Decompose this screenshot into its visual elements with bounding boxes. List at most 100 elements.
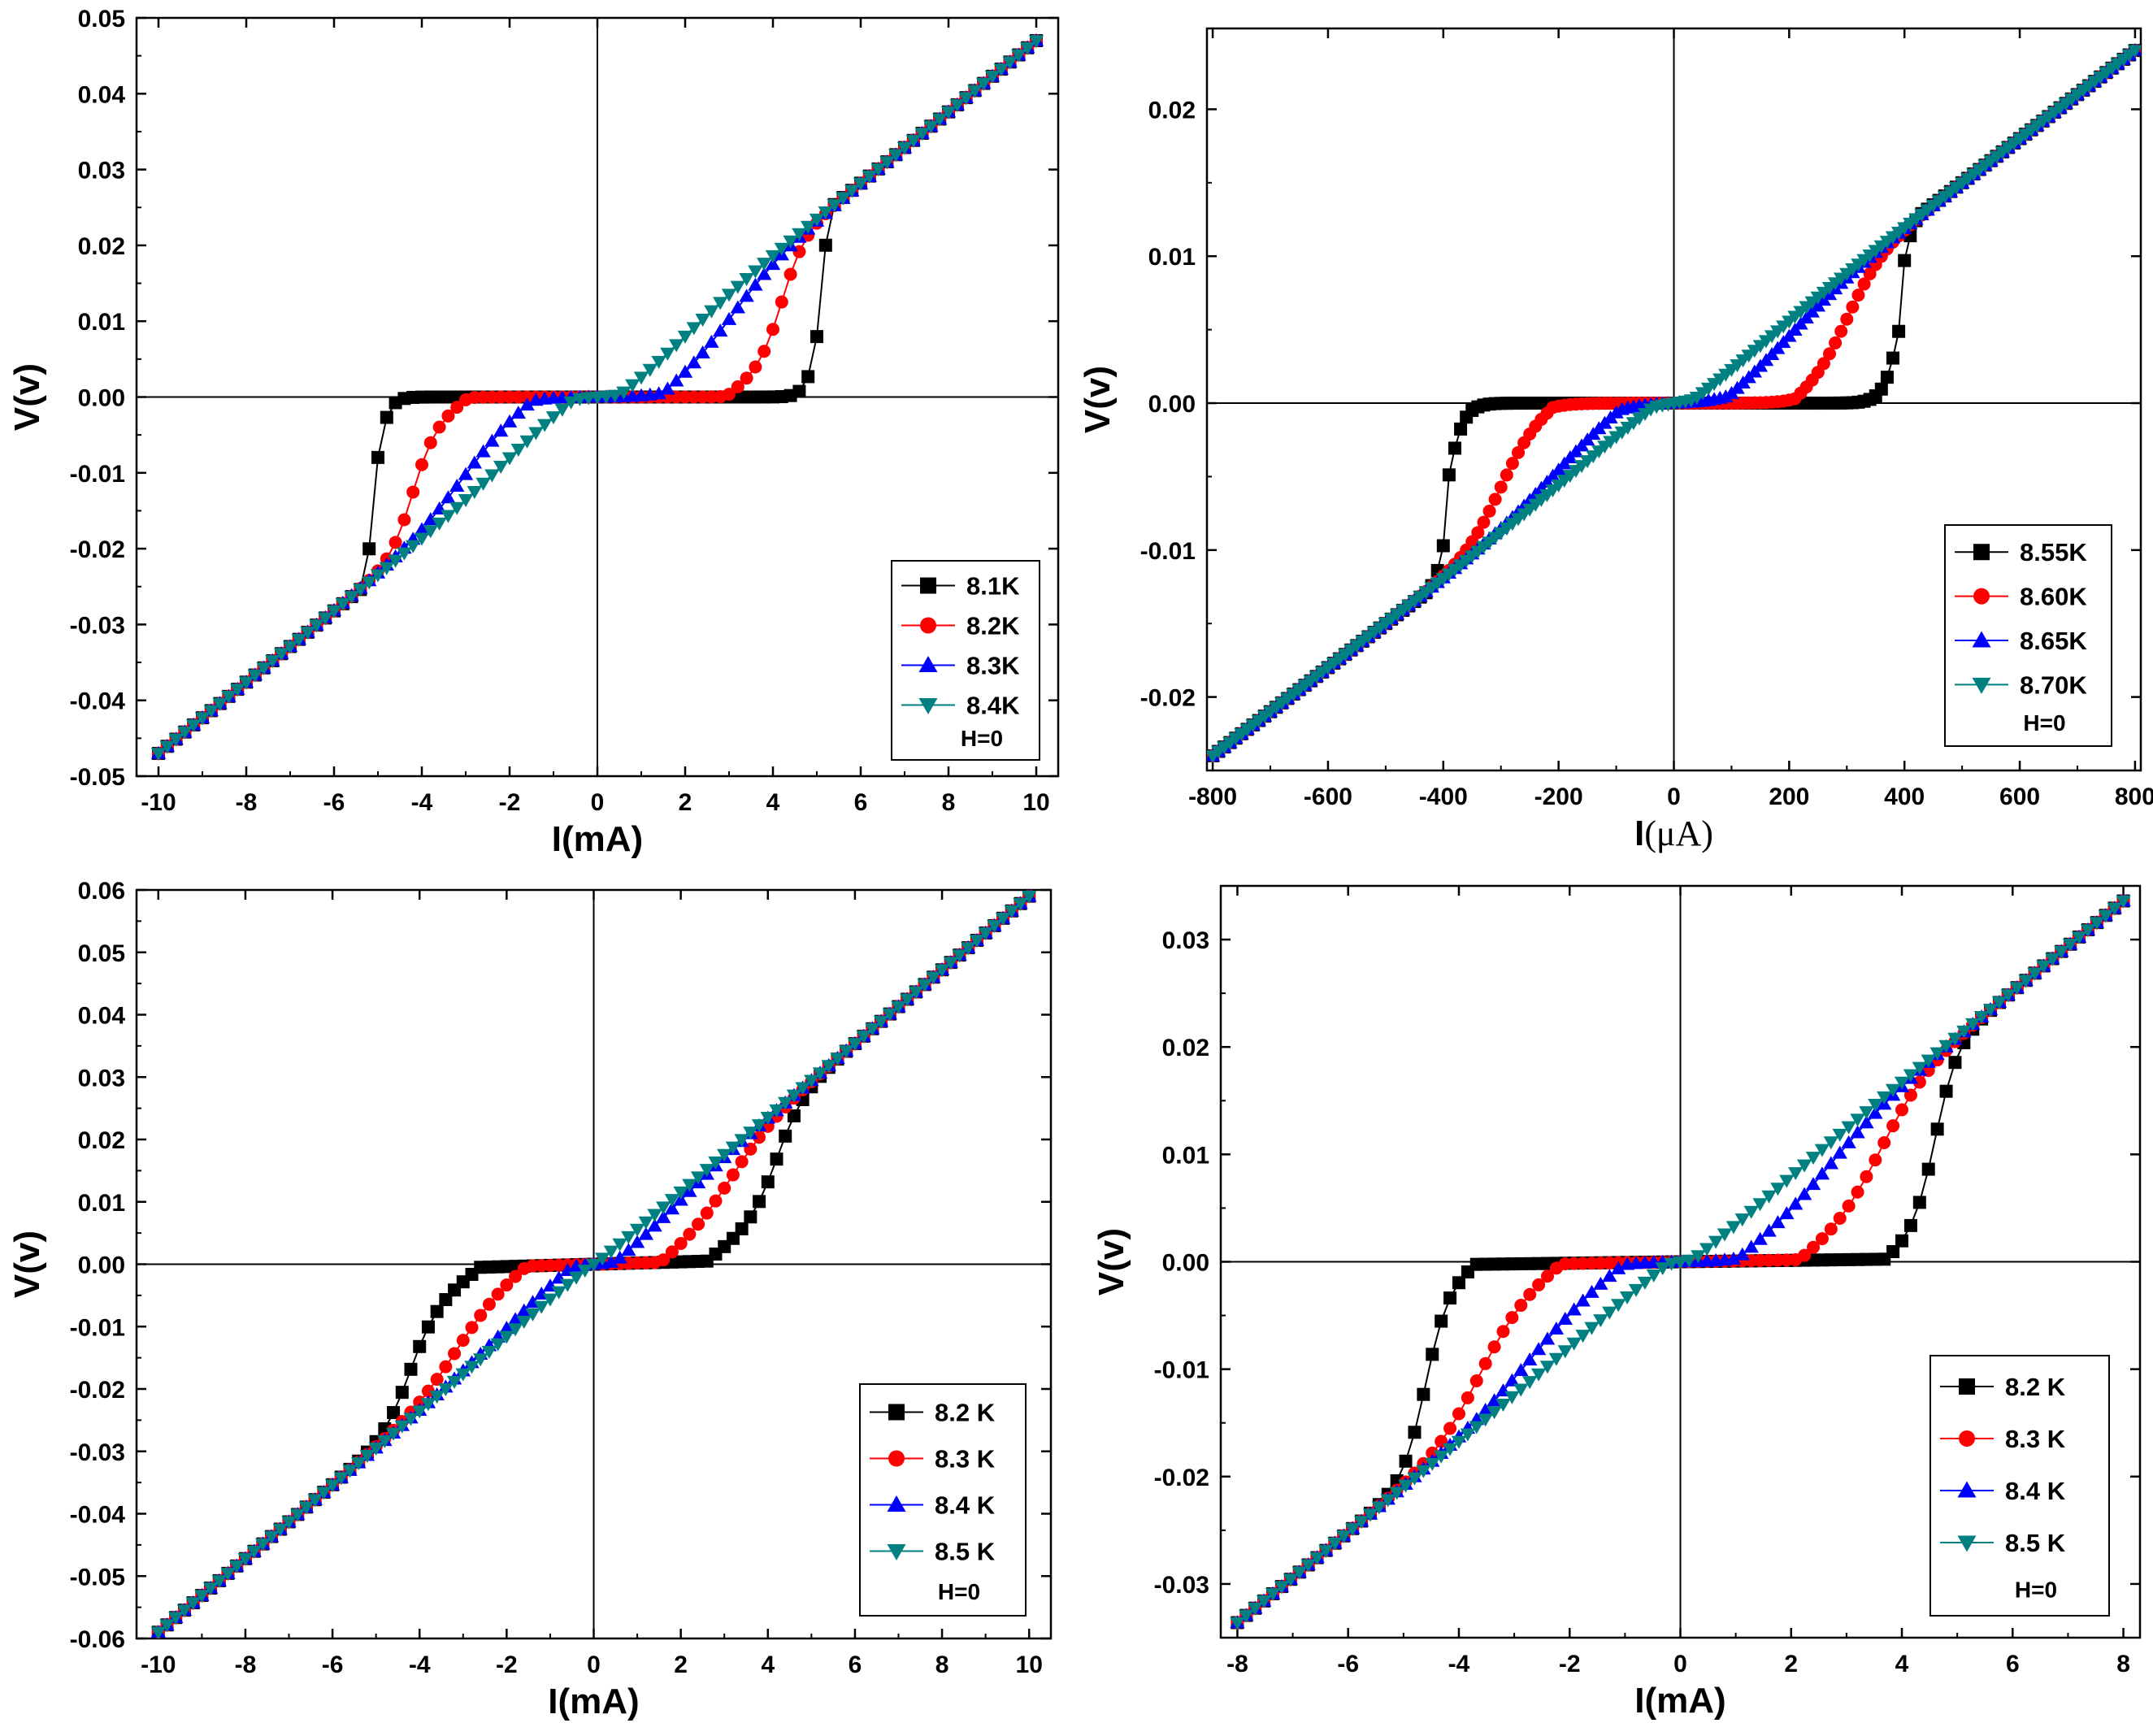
data-point — [731, 380, 744, 393]
data-point — [1539, 1331, 1556, 1345]
data-point — [917, 979, 932, 992]
data-point — [1435, 1314, 1448, 1328]
data-point — [1566, 1302, 1582, 1316]
data-point — [1874, 382, 1888, 396]
data-point — [765, 257, 781, 271]
data-point — [1956, 1025, 1972, 1039]
data-point — [403, 1413, 419, 1426]
data-point — [359, 1450, 375, 1464]
data-point — [598, 390, 614, 404]
y-tick-label: -0.03 — [70, 612, 125, 639]
legend-label: 8.2K — [966, 612, 1020, 640]
data-point — [1512, 445, 1525, 459]
data-point — [718, 1181, 731, 1195]
y-tick-label: -0.01 — [1140, 538, 1196, 565]
data-point — [844, 184, 860, 198]
x-tick-label: 4 — [766, 789, 780, 816]
y-tick-label: -0.01 — [1154, 1357, 1209, 1384]
x-tick-label: 600 — [1999, 783, 2040, 810]
data-point — [274, 648, 289, 662]
data-point — [247, 669, 263, 683]
data-point — [1448, 441, 1461, 455]
data-point — [1868, 1098, 1883, 1112]
data-point — [656, 1201, 671, 1215]
data-point — [413, 1339, 427, 1353]
data-point — [682, 1178, 697, 1192]
data-point — [351, 1457, 367, 1471]
y-tick-label: -0.02 — [70, 1377, 125, 1404]
data-point — [500, 1278, 514, 1292]
data-point — [873, 1015, 889, 1029]
data-point — [1805, 1152, 1821, 1165]
data-point — [1584, 1322, 1600, 1335]
data-point — [677, 364, 693, 378]
data-point — [421, 1320, 435, 1334]
data-point — [388, 536, 402, 549]
data-point — [1300, 1559, 1316, 1573]
legend-label: 8.3K — [966, 652, 1020, 680]
data-point — [1452, 1407, 1465, 1421]
data-point — [542, 1293, 558, 1307]
data-point — [177, 726, 193, 740]
data-point — [1248, 1602, 1263, 1616]
data-point — [1469, 1421, 1484, 1434]
data-point — [1734, 1213, 1751, 1227]
data-point — [1628, 1283, 1644, 1297]
legend-marker — [1973, 588, 1990, 605]
data-point — [1505, 457, 1519, 471]
data-point — [370, 569, 386, 583]
legend-label: 8.4 K — [2005, 1477, 2066, 1505]
data-point — [493, 423, 509, 437]
data-point — [651, 386, 666, 400]
data-point — [1886, 351, 1900, 365]
data-point — [1938, 1039, 1954, 1053]
data-point — [943, 957, 958, 970]
data-point — [786, 1089, 802, 1103]
x-axis-title: I(μA) — [1634, 814, 1713, 853]
data-point — [821, 1060, 836, 1074]
x-tick-label: 6 — [849, 1651, 862, 1678]
data-point — [1482, 504, 1496, 518]
data-point — [1504, 1373, 1520, 1387]
data-point — [2018, 974, 2034, 988]
data-point — [1646, 1269, 1661, 1282]
data-point — [1725, 1221, 1742, 1235]
data-point — [464, 1361, 480, 1374]
data-point — [300, 627, 315, 640]
data-point — [395, 1386, 409, 1400]
data-point — [1487, 1340, 1501, 1354]
data-point — [818, 206, 833, 220]
plot-area — [150, 33, 1044, 762]
data-point — [713, 323, 728, 337]
data-point — [2009, 982, 2025, 996]
data-point — [1841, 1121, 1856, 1135]
data-point — [1488, 493, 1502, 506]
y-tick-label: -0.01 — [70, 1314, 125, 1341]
data-point — [1929, 1047, 1945, 1061]
data-point — [414, 522, 430, 536]
y-tick-label: -0.05 — [70, 1564, 125, 1591]
data-point — [577, 1265, 593, 1278]
y-tick-label: 0.05 — [78, 940, 125, 967]
data-point — [695, 313, 710, 327]
data-point — [397, 547, 412, 561]
data-point — [1426, 1348, 1439, 1361]
data-point — [1380, 1494, 1396, 1508]
data-point — [976, 77, 992, 91]
data-point — [458, 467, 474, 480]
data-point — [423, 436, 437, 449]
data-point — [1718, 389, 1734, 403]
x-tick-label: -6 — [323, 789, 345, 816]
x-tick-label: -2 — [496, 1651, 518, 1678]
data-point — [387, 1406, 401, 1420]
legend-marker — [918, 698, 938, 714]
data-point — [385, 1427, 402, 1441]
panel-top-left: -10 -8 -6 -4 -2 0 2 4 6 8 10 -0.05 -0.04 -0.03 -0.02 -0… — [7, 6, 1060, 859]
data-point — [1912, 1061, 1928, 1075]
y-tick-label: 0.02 — [1148, 97, 1196, 124]
data-point — [1834, 324, 1848, 338]
data-point — [560, 1278, 575, 1292]
y-tick-label: 0.06 — [78, 878, 125, 905]
data-point — [475, 444, 491, 458]
y-tick-label: -0.02 — [1154, 1465, 1209, 1491]
